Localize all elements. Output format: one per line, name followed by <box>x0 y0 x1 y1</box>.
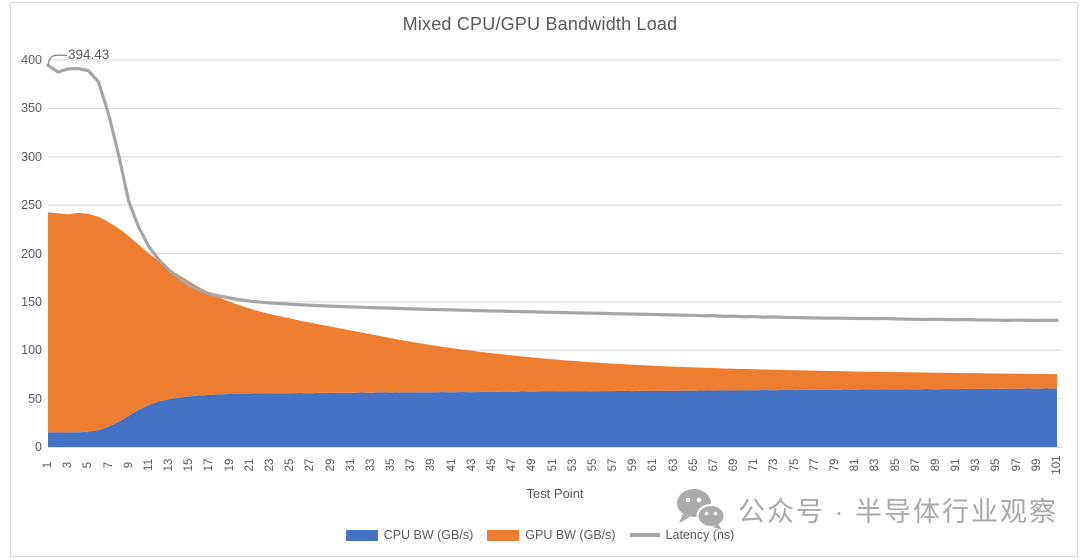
x-tick-label: 81 <box>849 458 862 472</box>
x-tick-label: 49 <box>526 458 539 472</box>
x-tick-label: 55 <box>586 458 599 472</box>
y-tick-label: 150 <box>21 294 42 309</box>
x-tick-label: 93 <box>970 458 983 472</box>
x-axis-title: Test Point <box>526 486 584 501</box>
x-tick-label: 63 <box>667 458 680 472</box>
x-tick-label: 65 <box>687 458 700 472</box>
y-tick-label: 100 <box>21 343 42 358</box>
x-tick-label: 23 <box>263 458 276 472</box>
x-tick-label: 51 <box>546 458 559 472</box>
y-tick-label: 400 <box>21 53 42 67</box>
x-tick-label: 3 <box>62 461 75 469</box>
x-tick-label: 85 <box>889 458 902 472</box>
chart-frame <box>10 2 1078 557</box>
annotation-leader-line <box>47 54 68 66</box>
legend-item-cpu-bw-gb-s: CPU BW (GB/s) <box>345 528 474 542</box>
x-tick-label: 13 <box>163 458 176 472</box>
x-tick-label: 79 <box>829 458 842 472</box>
latency-ns-line <box>46 63 1059 322</box>
cpu-bw-gb-s-area <box>48 388 1057 447</box>
watermark-text: 公众号 · 半导体行业观察 <box>738 496 1058 527</box>
x-tick-label: 53 <box>566 458 579 472</box>
y-tick-label: 50 <box>28 391 42 406</box>
legend-item-gpu-bw-gb-s: GPU BW (GB/s) <box>487 528 616 542</box>
x-tick-label: 11 <box>142 459 155 471</box>
x-tick-label: 33 <box>364 458 377 472</box>
x-tick-label: 101 <box>1051 455 1063 475</box>
gpu-bw-gb-s-swatch <box>487 529 520 541</box>
x-tick-label: 21 <box>243 458 256 472</box>
data-label-annotation: 394.43 <box>68 47 110 62</box>
legend-label: GPU BW (GB/s) <box>525 528 616 542</box>
y-tick-label: 0 <box>35 440 42 454</box>
x-tick-label: 59 <box>627 458 640 472</box>
x-tick-label: 67 <box>707 458 720 472</box>
x-tick-label: 73 <box>768 458 781 472</box>
x-tick-label: 75 <box>788 458 801 472</box>
x-tick-label: 95 <box>990 458 1003 472</box>
x-tick-label: 1 <box>42 461 54 469</box>
x-tick-label: 41 <box>445 458 458 472</box>
x-tick-label: 15 <box>183 458 196 472</box>
x-tick-label: 77 <box>808 458 821 472</box>
cpu-bw-gb-s-swatch <box>345 529 378 541</box>
x-tick-label: 89 <box>929 458 942 472</box>
legend-label: CPU BW (GB/s) <box>383 528 474 542</box>
legend-item-latency-ns: Latency (ns) <box>629 528 735 542</box>
x-tick-label: 25 <box>284 458 297 472</box>
x-tick-label: 47 <box>506 458 519 472</box>
x-tick-label: 19 <box>223 458 236 472</box>
x-tick-label: 97 <box>1010 458 1023 472</box>
legend-label: Latency (ns) <box>665 528 735 542</box>
x-tick-label: 5 <box>82 461 95 469</box>
x-tick-label: 7 <box>102 461 115 469</box>
x-tick-label: 39 <box>425 458 438 472</box>
chart-legend: CPU BW (GB/s) GPU BW (GB/s) Latency (ns) <box>0 523 1080 547</box>
x-tick-label: 43 <box>465 458 478 472</box>
chart-title: Mixed CPU/GPU Bandwidth Load <box>402 14 678 34</box>
x-tick-label: 61 <box>647 458 660 472</box>
latency-ns-swatch <box>629 533 660 537</box>
x-tick-label: 35 <box>385 458 398 472</box>
gpu-bw-gb-s-area <box>48 212 1057 433</box>
y-tick-label: 300 <box>21 149 42 164</box>
x-tick-label: 29 <box>324 458 337 472</box>
x-tick-label: 17 <box>203 458 216 472</box>
watermark: 公众号 · 半导体行业观察 <box>674 485 1058 533</box>
x-tick-label: 71 <box>748 458 761 472</box>
x-tick-label: 31 <box>344 458 357 472</box>
x-tick-label: 99 <box>1030 458 1043 472</box>
plot-svg <box>46 59 1062 448</box>
y-tick-label: 350 <box>21 101 42 116</box>
x-tick-label: 57 <box>607 458 620 472</box>
y-tick-label: 200 <box>21 246 42 261</box>
x-tick-label: 91 <box>950 458 963 472</box>
x-tick-label: 69 <box>728 458 741 472</box>
wechat-logo-icon <box>677 489 726 530</box>
y-tick-label: 250 <box>21 198 42 213</box>
x-tick-label: 87 <box>909 458 922 472</box>
x-tick-label: 9 <box>122 461 135 469</box>
x-tick-label: 83 <box>869 458 882 472</box>
x-tick-label: 45 <box>485 458 498 472</box>
plot-area <box>46 59 1062 448</box>
x-tick-label: 27 <box>304 458 317 472</box>
x-tick-label: 37 <box>405 458 418 472</box>
